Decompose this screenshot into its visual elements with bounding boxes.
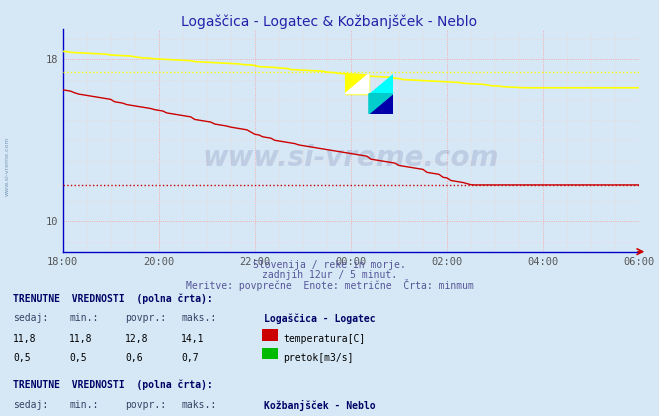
Text: Kožbanjšček - Neblo: Kožbanjšček - Neblo: [264, 400, 375, 411]
Text: Logaščica - Logatec: Logaščica - Logatec: [264, 313, 375, 324]
Text: 0,6: 0,6: [125, 353, 143, 363]
Text: min.:: min.:: [69, 313, 99, 323]
Text: 0,5: 0,5: [13, 353, 31, 363]
Bar: [345, 74, 369, 94]
Text: TRENUTNE  VREDNOSTI  (polna črta):: TRENUTNE VREDNOSTI (polna črta):: [13, 293, 213, 304]
Polygon shape: [369, 94, 393, 114]
Text: povpr.:: povpr.:: [125, 313, 166, 323]
Text: www.si-vreme.com: www.si-vreme.com: [5, 136, 10, 196]
Text: 11,8: 11,8: [69, 334, 93, 344]
Text: Slovenija / reke in morje.: Slovenija / reke in morje.: [253, 260, 406, 270]
Text: 14,1: 14,1: [181, 334, 205, 344]
Text: maks.:: maks.:: [181, 313, 216, 323]
Text: sedaj:: sedaj:: [13, 313, 48, 323]
Text: www.si-vreme.com: www.si-vreme.com: [203, 144, 499, 172]
Text: min.:: min.:: [69, 400, 99, 410]
Text: temperatura[C]: temperatura[C]: [283, 334, 366, 344]
Text: maks.:: maks.:: [181, 400, 216, 410]
Text: pretok[m3/s]: pretok[m3/s]: [283, 353, 354, 363]
Polygon shape: [369, 94, 393, 114]
Text: 11,8: 11,8: [13, 334, 37, 344]
Text: Meritve: povprečne  Enote: metrične  Črta: minmum: Meritve: povprečne Enote: metrične Črta:…: [186, 279, 473, 291]
Text: Logaščica - Logatec & Kožbanjšček - Neblo: Logaščica - Logatec & Kožbanjšček - Nebl…: [181, 15, 478, 29]
Text: 0,7: 0,7: [181, 353, 199, 363]
Text: 12,8: 12,8: [125, 334, 149, 344]
Polygon shape: [345, 74, 369, 94]
Polygon shape: [369, 74, 393, 94]
Text: sedaj:: sedaj:: [13, 400, 48, 410]
Text: zadnjih 12ur / 5 minut.: zadnjih 12ur / 5 minut.: [262, 270, 397, 280]
Text: TRENUTNE  VREDNOSTI  (polna črta):: TRENUTNE VREDNOSTI (polna črta):: [13, 380, 213, 390]
Text: povpr.:: povpr.:: [125, 400, 166, 410]
Text: 0,5: 0,5: [69, 353, 87, 363]
